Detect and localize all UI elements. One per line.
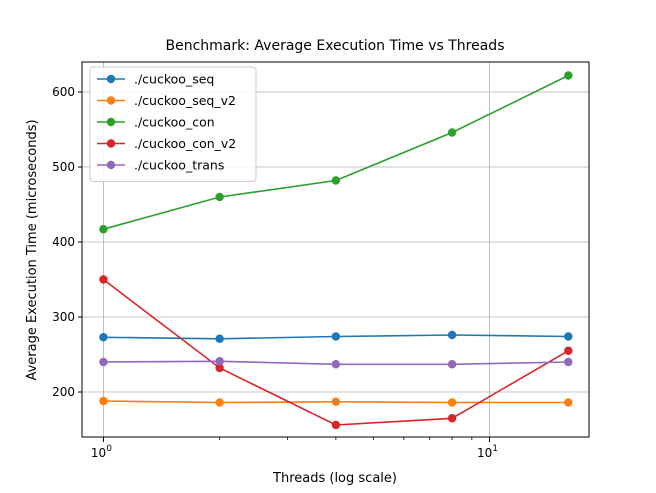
data-point xyxy=(331,420,341,430)
y-tick-label: 600 xyxy=(52,85,75,99)
legend-marker xyxy=(106,139,116,148)
legend-label: ./cuckoo_trans xyxy=(134,158,224,173)
data-point xyxy=(99,357,108,367)
data-point xyxy=(99,396,108,406)
data-point xyxy=(331,176,341,185)
legend-marker xyxy=(106,96,116,105)
data-point xyxy=(564,71,573,80)
data-point xyxy=(215,398,224,407)
series-4 xyxy=(99,357,573,369)
legend-label: ./cuckoo_seq_v2 xyxy=(134,93,236,108)
data-point xyxy=(331,332,341,341)
x-tick-label: 100 xyxy=(91,444,112,460)
legend-item: ./cuckoo_trans xyxy=(97,158,224,173)
y-tick-label: 200 xyxy=(52,385,75,399)
data-point xyxy=(564,346,573,355)
series-1 xyxy=(99,396,573,407)
legend-marker xyxy=(106,160,116,170)
data-point xyxy=(331,360,341,369)
y-tick-label: 300 xyxy=(52,310,75,324)
legend: ./cuckoo_seq ./cuckoo_seq_v2 ./cuckoo_con.… xyxy=(89,66,257,182)
legend-item: ./cuckoo_con_v2 xyxy=(97,136,236,151)
data-point xyxy=(215,363,224,373)
plot-series xyxy=(99,71,573,430)
data-point xyxy=(447,414,457,423)
legend-label: ./cuckoo_con xyxy=(134,115,215,130)
x-axis-label: Threads (log scale) xyxy=(272,471,397,486)
y-axis-label: Average Execution Time (microseconds) xyxy=(25,119,40,380)
data-point xyxy=(447,128,457,137)
y-tick-label: 500 xyxy=(52,160,75,174)
data-point xyxy=(331,397,341,406)
data-point xyxy=(564,398,573,407)
data-point xyxy=(564,357,573,367)
data-point xyxy=(215,334,224,343)
legend-item: ./cuckoo_seq_v2 xyxy=(97,93,236,108)
data-point xyxy=(447,360,457,369)
data-point xyxy=(215,357,224,366)
legend-marker xyxy=(106,74,116,84)
x-tick-label: 101 xyxy=(477,444,498,460)
axis-ticks: 200 300 400 500 600 100 101 xyxy=(52,85,498,460)
data-point xyxy=(99,275,108,284)
legend-marker xyxy=(106,117,116,127)
series-3 xyxy=(99,275,573,430)
series-0 xyxy=(99,330,573,343)
data-point xyxy=(99,225,108,234)
data-point xyxy=(99,333,108,342)
data-point xyxy=(447,330,457,340)
legend-box xyxy=(89,66,257,182)
data-point xyxy=(564,332,573,341)
chart-title: Benchmark: Average Execution Time vs Thr… xyxy=(166,38,505,54)
y-tick-label: 400 xyxy=(52,235,75,249)
data-point xyxy=(447,398,457,407)
legend-item: ./cuckoo_seq xyxy=(97,72,214,87)
series-2 xyxy=(99,71,573,234)
data-point xyxy=(215,192,224,202)
legend-label: ./cuckoo_con_v2 xyxy=(134,136,236,151)
legend-item: ./cuckoo_con xyxy=(97,115,215,130)
legend-label: ./cuckoo_seq xyxy=(134,72,214,87)
